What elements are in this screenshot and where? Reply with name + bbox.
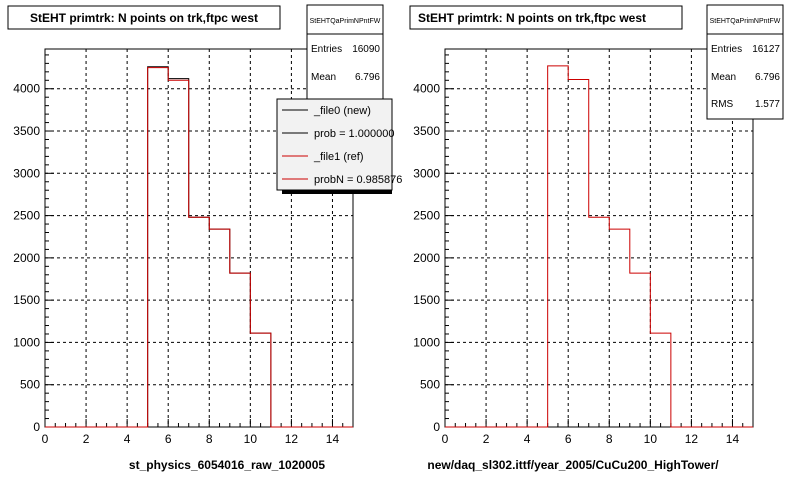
left-y-tick-label-3500: 3500 xyxy=(13,124,40,138)
left-x-axis-label: st_physics_6054016_raw_1020005 xyxy=(129,458,325,472)
right-stats-mean-label: Mean xyxy=(711,72,736,83)
right-y-axis: 0 500 1000 1500 2000 2500 3000 3500 4000 xyxy=(413,54,454,434)
left-histogram-series-1 xyxy=(45,67,353,428)
left-stats-entries-label: Entries xyxy=(311,44,342,55)
right-pad: 0 500 1000 1500 2000 2500 3000 3500 4000 0 2 4 6 8 10… xyxy=(409,4,784,472)
right-y-tick-label-2500: 2500 xyxy=(413,209,440,223)
right-stats-name: StEHTQaPrimNPntFW xyxy=(710,18,781,25)
left-y-tick-label-2500: 2500 xyxy=(13,209,40,223)
right-x-tick-label-12: 12 xyxy=(685,432,699,446)
left-title: StEHT primtrk: N points on trk,ftpc west xyxy=(30,11,258,25)
legend-label-file1: _file1 (ref) xyxy=(313,151,364,163)
right-stats-frame xyxy=(706,4,784,120)
right-title-frame xyxy=(409,5,683,30)
right-x-axis: 0 2 4 6 8 10 12 14 xyxy=(442,419,754,446)
left-stats-name: StEHTQaPrimNPntFW xyxy=(310,18,381,25)
right-y-tick-label-3000: 3000 xyxy=(413,166,440,180)
left-y-tick-label-4000: 4000 xyxy=(13,82,40,96)
right-histogram-series-0 xyxy=(445,65,753,428)
right-y-tick-label-3500: 3500 xyxy=(413,124,440,138)
right-histograms xyxy=(445,65,753,428)
left-stats-entries-value: 16090 xyxy=(352,44,380,55)
legend-frame xyxy=(276,98,393,191)
right-x-axis-label: new/daq_sl302.ittf/year_2005/CuCu200_Hig… xyxy=(427,458,719,472)
legend-label-prob: prob = 1.000000 xyxy=(314,128,394,140)
left-y-axis: 0 500 1000 1500 2000 2500 3000 3500 4000 xyxy=(13,54,54,434)
left-y-tick-label-2000: 2000 xyxy=(13,251,40,265)
legend-label-probn: probN = 0.985876 xyxy=(314,174,402,186)
left-histograms xyxy=(45,66,353,428)
right-x-tick-label-0: 0 xyxy=(442,432,449,446)
right-stats-box: StEHTQaPrimNPntFW Entries 16127 Mean 6.7… xyxy=(706,4,784,120)
left-x-axis: 0 2 4 6 8 10 12 14 xyxy=(42,419,354,446)
left-x-tick-label-8: 8 xyxy=(206,432,213,446)
right-stats-entries-label: Entries xyxy=(711,44,742,55)
left-x-tick-label-2: 2 xyxy=(83,432,90,446)
left-title-box: StEHT primtrk: N points on trk,ftpc west xyxy=(7,5,281,30)
left-x-tick-label-14: 14 xyxy=(326,432,340,446)
right-title-box: StEHT primtrk: N points on trk,ftpc west xyxy=(409,5,683,30)
right-x-tick-label-4: 4 xyxy=(524,432,531,446)
left-y-tick-label-3000: 3000 xyxy=(13,166,40,180)
left-x-tick-label-6: 6 xyxy=(165,432,172,446)
left-stats-mean-label: Mean xyxy=(311,72,336,83)
left-stats-box: StEHTQaPrimNPntFW Entries 16090 Mean 6.7… xyxy=(306,4,384,106)
left-x-tick-label-0: 0 xyxy=(42,432,49,446)
left-x-tick-label-12: 12 xyxy=(285,432,299,446)
left-stats-mean-value: 6.796 xyxy=(355,72,380,83)
right-y-tick-label-0: 0 xyxy=(433,420,440,434)
right-title: StEHT primtrk: N points on trk,ftpc west xyxy=(418,11,646,25)
right-x-tick-label-14: 14 xyxy=(726,432,740,446)
left-y-tick-label-1000: 1000 xyxy=(13,335,40,349)
left-y-tick-label-1500: 1500 xyxy=(13,293,40,307)
right-stats-mean-value: 6.796 xyxy=(755,72,780,83)
left-y-tick-label-500: 500 xyxy=(20,378,40,392)
right-y-tick-label-1000: 1000 xyxy=(413,335,440,349)
right-plot-frame xyxy=(444,48,754,428)
right-x-tick-label-2: 2 xyxy=(483,432,490,446)
left-stats-frame xyxy=(306,4,384,106)
right-y-tick-label-500: 500 xyxy=(420,378,440,392)
right-x-tick-label-6: 6 xyxy=(565,432,572,446)
left-pad: 0 500 1000 1500 2000 2500 3000 3500 4000 0 2 4 6 8 10… xyxy=(7,4,402,472)
right-x-tick-label-10: 10 xyxy=(644,432,658,446)
right-x-tick-label-8: 8 xyxy=(606,432,613,446)
left-x-tick-label-10: 10 xyxy=(244,432,258,446)
right-y-tick-label-2000: 2000 xyxy=(413,251,440,265)
right-stats-entries-value: 16127 xyxy=(752,44,780,55)
right-y-tick-label-1500: 1500 xyxy=(413,293,440,307)
left-legend: _file0 (new) prob = 1.000000 _file1 (ref… xyxy=(276,98,402,194)
left-title-frame xyxy=(7,5,281,30)
right-stats-rms-value: 1.577 xyxy=(755,99,780,110)
left-y-tick-label-0: 0 xyxy=(33,420,40,434)
legend-label-file0: _file0 (new) xyxy=(313,105,371,117)
left-x-tick-label-4: 4 xyxy=(124,432,131,446)
right-stats-rms-label: RMS xyxy=(711,99,734,110)
right-y-tick-label-4000: 4000 xyxy=(413,82,440,96)
